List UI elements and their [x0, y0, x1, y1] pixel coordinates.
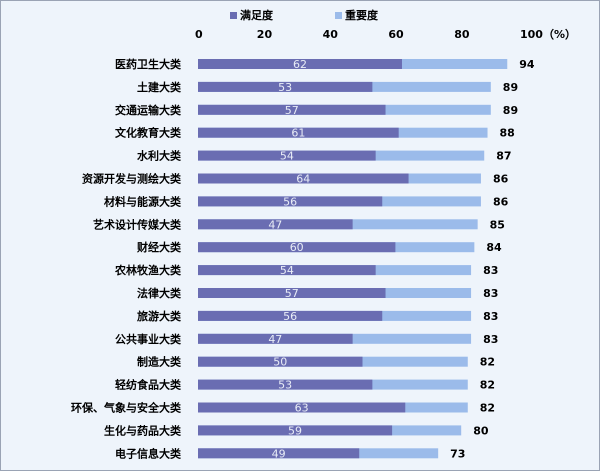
category-label: 旅游大类 [137, 309, 182, 323]
x-tick-label: 40 [323, 28, 339, 41]
category-label: 生化与药品大类 [104, 423, 182, 437]
value-label-satisfaction: 63 [295, 402, 309, 415]
value-label-importance: 80 [473, 424, 489, 437]
value-label-importance: 82 [480, 379, 495, 392]
value-label-importance: 86 [493, 173, 509, 186]
value-label-importance: 82 [480, 402, 495, 415]
value-label-satisfaction: 54 [280, 150, 294, 163]
value-label-satisfaction: 54 [280, 264, 294, 277]
value-label-satisfaction: 60 [290, 241, 304, 254]
bar-satisfaction [198, 310, 383, 321]
bar-satisfaction [198, 425, 393, 436]
category-label: 材料与能源大类 [104, 194, 182, 208]
bar-satisfaction [198, 81, 373, 92]
legend-swatch-2 [335, 12, 342, 19]
x-tick-label: 60 [388, 28, 404, 41]
category-label: 土建大类 [137, 80, 182, 94]
value-label-satisfaction: 61 [291, 127, 305, 140]
value-label-satisfaction: 53 [278, 81, 292, 94]
bars: 医药卫生大类 62 94 土建大类 53 89 交通运输大类 57 89 文化教育大类 61 88 水利… [71, 57, 535, 460]
value-label-importance: 83 [483, 264, 498, 277]
value-label-importance: 82 [480, 356, 495, 369]
bar-satisfaction [198, 150, 376, 161]
x-tick-label: 100（%） [520, 28, 576, 41]
category-label: 水利大类 [137, 149, 182, 163]
value-label-importance: 94 [519, 58, 535, 71]
bar-satisfaction [198, 59, 402, 69]
legend-label-1: 满足度 [240, 8, 274, 22]
x-tick-label: 80 [454, 28, 470, 41]
bar-satisfaction [198, 196, 383, 207]
value-label-importance: 89 [503, 104, 518, 117]
value-label-importance: 83 [483, 310, 498, 323]
value-label-satisfaction: 56 [283, 310, 297, 323]
legend-label-2: 重要度 [345, 8, 379, 22]
value-label-satisfaction: 47 [268, 218, 282, 231]
category-label: 交通运输大类 [115, 103, 182, 117]
category-label: 制造大类 [137, 355, 182, 369]
value-label-satisfaction: 62 [293, 58, 307, 71]
category-label: 轻纺食品大类 [115, 378, 182, 392]
bar-satisfaction [198, 356, 363, 367]
x-axis: 0 20 40 60 80 100（%） [195, 28, 576, 41]
bar-satisfaction [198, 265, 376, 276]
bar-satisfaction [198, 379, 373, 390]
legend-swatch-1 [230, 12, 237, 19]
value-label-satisfaction: 56 [283, 195, 297, 208]
value-label-importance: 84 [486, 241, 502, 254]
x-tick-label: 20 [257, 28, 273, 41]
category-label: 文化教育大类 [115, 126, 182, 140]
value-label-satisfaction: 57 [285, 104, 299, 117]
value-label-satisfaction: 47 [268, 333, 282, 346]
value-label-satisfaction: 50 [273, 356, 287, 369]
category-label: 法律大类 [137, 286, 182, 300]
x-tick-label: 0 [195, 28, 203, 41]
value-label-importance: 83 [483, 287, 498, 300]
value-label-importance: 86 [493, 195, 509, 208]
bar-satisfaction [198, 402, 406, 413]
bar-satisfaction [198, 127, 399, 138]
value-label-importance: 85 [490, 218, 505, 231]
value-label-satisfaction: 64 [296, 173, 310, 186]
value-label-importance: 87 [496, 150, 511, 163]
category-label: 资源开发与测绘大类 [82, 172, 182, 186]
bar-satisfaction [198, 173, 409, 184]
value-label-satisfaction: 49 [272, 447, 286, 460]
category-label: 环保、气象与安全大类 [71, 401, 182, 415]
value-label-satisfaction: 53 [278, 379, 292, 392]
bar-satisfaction [198, 288, 386, 298]
bar-satisfaction [198, 242, 396, 253]
value-label-importance: 73 [450, 447, 465, 460]
value-label-importance: 89 [503, 81, 518, 94]
bar-satisfaction [198, 104, 386, 115]
bar-satisfaction [198, 219, 353, 230]
category-label: 财经大类 [136, 240, 182, 254]
category-label: 公共事业大类 [115, 332, 182, 346]
bar-satisfaction [198, 448, 360, 459]
category-label: 农林牧渔大类 [114, 263, 182, 277]
value-label-importance: 83 [483, 333, 498, 346]
category-label: 医药卫生大类 [115, 57, 182, 71]
value-label-satisfaction: 59 [288, 424, 302, 437]
bar-satisfaction [198, 333, 353, 344]
category-label: 艺术设计传媒大类 [93, 217, 182, 231]
category-label: 电子信息大类 [115, 446, 182, 460]
legend: 满足度 重要度 [230, 8, 379, 22]
value-label-satisfaction: 57 [285, 287, 299, 300]
value-label-importance: 88 [500, 127, 515, 140]
